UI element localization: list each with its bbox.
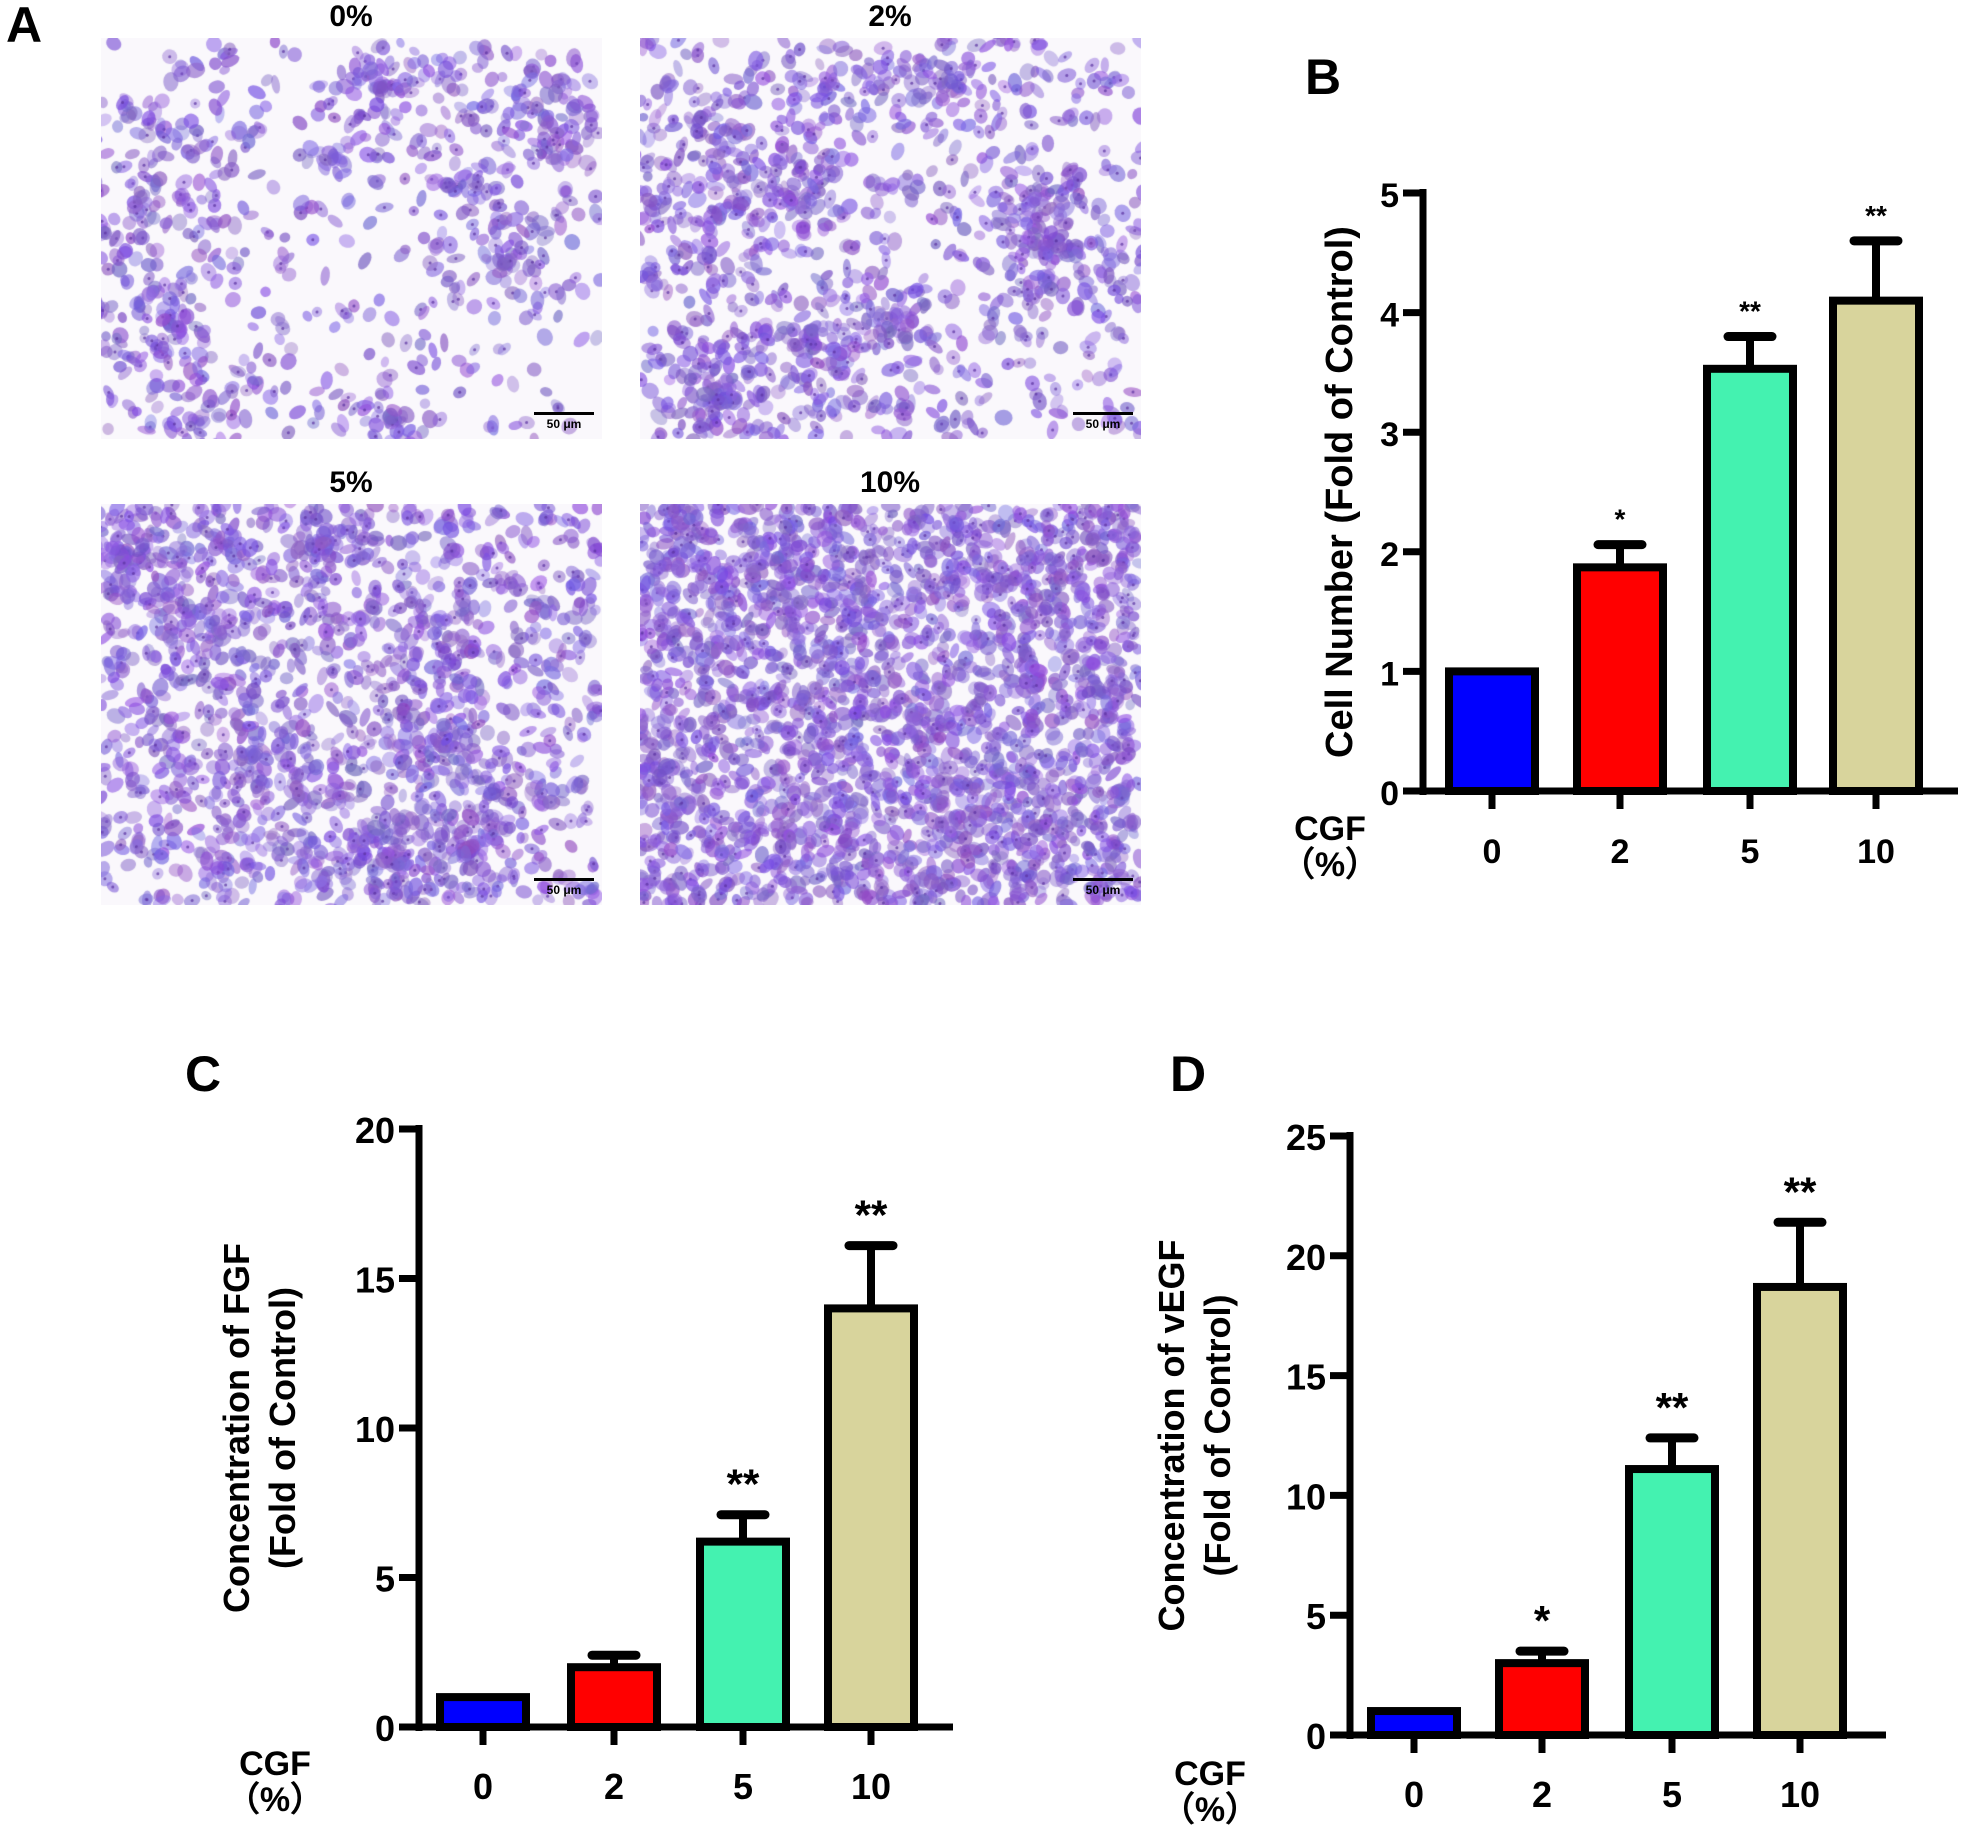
significance-marker: * [1615, 504, 1626, 535]
significance-marker: ** [1784, 1168, 1817, 1215]
bar-10 [1829, 296, 1923, 795]
scale-bar-label: 50 μm [1085, 883, 1121, 897]
panel-label-c: C [185, 1046, 222, 1102]
x-tick-label: 10 [1857, 833, 1895, 871]
significance-marker: ** [1739, 296, 1761, 327]
significance-marker: ** [1656, 1384, 1689, 1431]
x-tick-label: 10 [1780, 1774, 1820, 1815]
panel-label-d: D [1170, 1046, 1207, 1102]
x-tick-label: 2 [1611, 833, 1630, 871]
x-axis-label: （%） [226, 1780, 324, 1819]
bar-2 [567, 1663, 661, 1731]
bar-5 [1625, 1465, 1719, 1739]
bar-0 [1367, 1707, 1461, 1740]
bar-2 [1495, 1659, 1589, 1739]
micrograph-title: 10% [859, 466, 921, 499]
scale-bar-label: 50 μm [546, 883, 582, 897]
x-tick-label: 2 [1532, 1774, 1552, 1815]
scale-bar: 50 μm [534, 878, 594, 897]
scale-bar: 50 μm [1073, 412, 1133, 431]
micrograph-title: 5% [329, 466, 373, 499]
micrograph-1: 50 μm [640, 38, 1141, 439]
x-tick-label: 5 [1662, 1774, 1682, 1815]
y-axis-label: Cell Number (Fold of Control) [1319, 226, 1361, 758]
micrograph-3: 50 μm [640, 504, 1141, 905]
micrograph-2: 50 μm [101, 504, 602, 905]
panel-label-a: A [6, 0, 43, 53]
x-axis-label: （%） [1281, 845, 1379, 884]
y-tick-label: 5 [375, 1559, 395, 1600]
y-tick-label: 20 [355, 1110, 395, 1151]
x-tick-label: 5 [733, 1766, 753, 1807]
significance-marker: ** [727, 1461, 760, 1508]
y-tick-label: 10 [355, 1409, 395, 1450]
bar-10 [824, 1304, 918, 1732]
y-tick-label: 1 [1380, 655, 1399, 693]
y-axis-label: (Fold of Control) [1197, 1295, 1238, 1577]
bar-5 [1703, 364, 1797, 795]
scale-bar-label: 50 μm [546, 417, 582, 431]
y-tick-label: 0 [1380, 775, 1399, 813]
x-tick-label: 0 [473, 1766, 493, 1807]
bar-5 [696, 1537, 790, 1731]
scale-bar-label: 50 μm [1085, 417, 1121, 431]
y-tick-label: 5 [1380, 177, 1399, 215]
bar-0 [1445, 667, 1539, 796]
y-axis-label: (Fold of Control) [262, 1287, 303, 1569]
x-axis-label: CGF [239, 1745, 311, 1783]
scale-bar: 50 μm [534, 412, 594, 431]
bar-10 [1753, 1282, 1847, 1739]
y-tick-label: 25 [1286, 1117, 1326, 1158]
micrograph-0: 50 μm [101, 38, 602, 439]
significance-marker: ** [855, 1192, 888, 1239]
y-tick-label: 0 [375, 1708, 395, 1749]
micrograph-title: 0% [329, 0, 373, 33]
x-tick-label: 10 [851, 1766, 891, 1807]
x-axis-label: CGF [1294, 810, 1366, 848]
y-tick-label: 10 [1286, 1476, 1326, 1517]
y-tick-label: 3 [1380, 416, 1399, 454]
bar-2 [1573, 563, 1667, 796]
y-tick-label: 2 [1380, 536, 1399, 574]
significance-marker: * [1534, 1597, 1551, 1644]
micrograph-title: 2% [868, 0, 912, 33]
x-axis-label: CGF [1174, 1755, 1246, 1793]
x-tick-label: 0 [1404, 1774, 1424, 1815]
y-tick-label: 4 [1380, 297, 1399, 335]
y-tick-label: 0 [1306, 1716, 1326, 1757]
x-tick-label: 2 [604, 1766, 624, 1807]
x-tick-label: 0 [1483, 833, 1502, 871]
significance-marker: ** [1865, 200, 1887, 231]
y-tick-label: 15 [355, 1260, 395, 1301]
x-axis-label: （%） [1161, 1790, 1259, 1829]
x-tick-label: 5 [1741, 833, 1760, 871]
bar-0 [436, 1693, 530, 1731]
y-axis-label: Concentration of vEGF [1151, 1239, 1192, 1631]
y-tick-label: 15 [1286, 1357, 1326, 1398]
y-tick-label: 5 [1306, 1596, 1326, 1637]
panel-label-b: B [1305, 49, 1342, 105]
y-axis-label: Concentration of FGF [216, 1243, 257, 1613]
y-tick-label: 20 [1286, 1237, 1326, 1278]
scale-bar: 50 μm [1073, 878, 1133, 897]
